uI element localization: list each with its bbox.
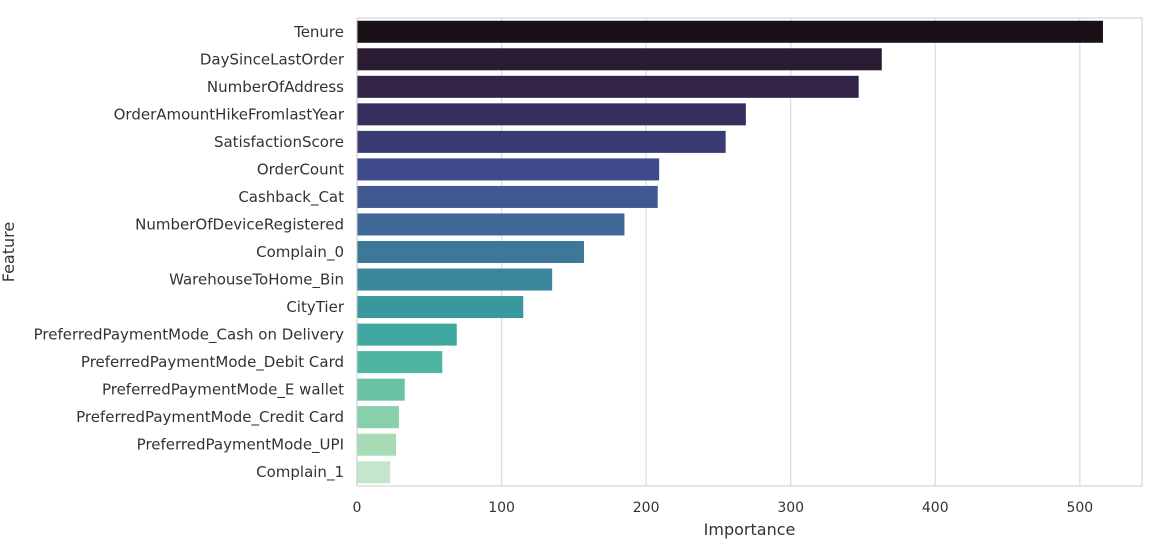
bars xyxy=(357,20,1103,484)
bar xyxy=(357,185,658,208)
category-label: WarehouseToHome_Bin xyxy=(169,271,344,290)
x-tick-label: 300 xyxy=(777,500,804,516)
category-labels: Tenure DaySinceLastOrder NumberOfAddress Or… xyxy=(34,23,345,482)
x-axis-label: Importance xyxy=(704,520,796,539)
bar xyxy=(357,75,859,98)
x-tick-label: 0 xyxy=(353,500,362,516)
bar xyxy=(357,268,553,291)
bar xyxy=(357,48,882,71)
category-label: SatisfactionScore xyxy=(214,133,344,151)
category-label: Complain_0 xyxy=(256,243,344,262)
bar xyxy=(357,461,391,484)
category-label: PreferredPaymentMode_Debit Card xyxy=(81,353,344,372)
bar xyxy=(357,158,660,181)
category-label: Tenure xyxy=(293,23,344,41)
category-label: CityTier xyxy=(286,298,344,316)
x-tick-label: 400 xyxy=(922,500,949,516)
bar xyxy=(357,213,625,236)
category-label: NumberOfAddress xyxy=(207,78,344,96)
category-label: PreferredPaymentMode_E wallet xyxy=(102,381,344,400)
category-label: NumberOfDeviceRegistered xyxy=(135,215,344,233)
category-label: DaySinceLastOrder xyxy=(200,50,345,68)
bar xyxy=(357,296,524,319)
category-label: Cashback_Cat xyxy=(238,188,344,207)
bar xyxy=(357,433,397,456)
x-tick-label: 500 xyxy=(1066,500,1093,516)
y-axis-label: Feature xyxy=(0,222,18,282)
bar xyxy=(357,130,726,153)
x-tick-label: 200 xyxy=(633,500,660,516)
bar xyxy=(357,103,746,126)
bar xyxy=(357,20,1103,43)
category-label: PreferredPaymentMode_Cash on Delivery xyxy=(34,326,344,345)
plot-frame xyxy=(356,17,1143,487)
bar xyxy=(357,378,405,401)
category-label: OrderCount xyxy=(257,160,344,178)
bar xyxy=(357,240,584,264)
x-tick-label: 100 xyxy=(488,500,515,516)
category-label: Complain_1 xyxy=(256,463,344,482)
x-tick-labels: 0 100 200 300 400 500 xyxy=(353,500,1094,516)
category-label: OrderAmountHikeFromlastYear xyxy=(114,105,345,123)
category-label: PreferredPaymentMode_UPI xyxy=(137,436,344,455)
bar xyxy=(357,406,399,429)
category-label: PreferredPaymentMode_Credit Card xyxy=(76,408,344,427)
bar xyxy=(357,351,443,374)
bar xyxy=(357,323,457,346)
